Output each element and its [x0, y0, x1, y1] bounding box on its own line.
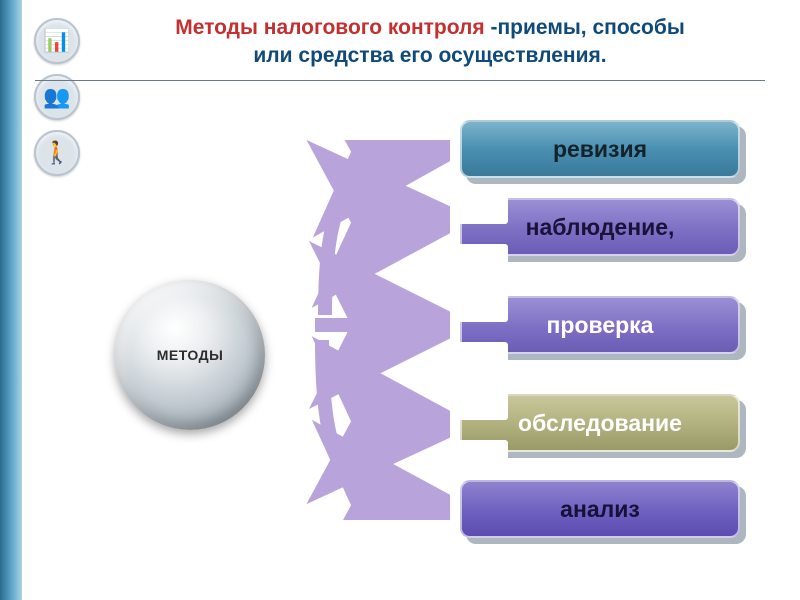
- title-blue-part-2: или средства его осуществления.: [253, 44, 606, 67]
- center-sphere: МЕТОДЫ: [115, 280, 265, 430]
- method-box-5: анализ: [460, 480, 740, 538]
- method-label: наблюдение,: [526, 214, 675, 241]
- side-icon-column: 📊 👥 🚶: [34, 18, 80, 176]
- sphere-label: МЕТОДЫ: [157, 347, 224, 363]
- side-icon-3: 🚶: [34, 130, 80, 176]
- method-label: проверка: [547, 312, 654, 339]
- side-icon-1: 📊: [34, 18, 80, 64]
- method-box-front: анализ: [460, 480, 740, 538]
- method-box-1: ревизия: [460, 120, 740, 178]
- method-label: анализ: [560, 496, 640, 523]
- method-box-4: обследование: [460, 394, 740, 452]
- notch-top: [456, 392, 508, 420]
- notch-top: [456, 196, 508, 224]
- title-red-part: Методы налогового контроля: [175, 16, 490, 39]
- notch-bottom: [456, 342, 508, 362]
- notch-bottom: [456, 244, 508, 264]
- method-label: ревизия: [553, 136, 647, 163]
- left-gradient-edge: [0, 0, 22, 600]
- notch-bottom: [456, 440, 508, 460]
- method-box-2: наблюдение,: [460, 198, 740, 256]
- title-underline: [35, 80, 765, 81]
- arrow-connectors: [290, 140, 450, 520]
- title-blue-part-1: -приемы, способы: [491, 16, 685, 39]
- slide-title: Методы налогового контроля -приемы, спос…: [100, 14, 760, 71]
- method-label: обследование: [518, 410, 682, 437]
- method-box-3: проверка: [460, 296, 740, 354]
- notch-top: [456, 294, 508, 322]
- method-box-front: ревизия: [460, 120, 740, 178]
- sphere-body: МЕТОДЫ: [115, 280, 265, 430]
